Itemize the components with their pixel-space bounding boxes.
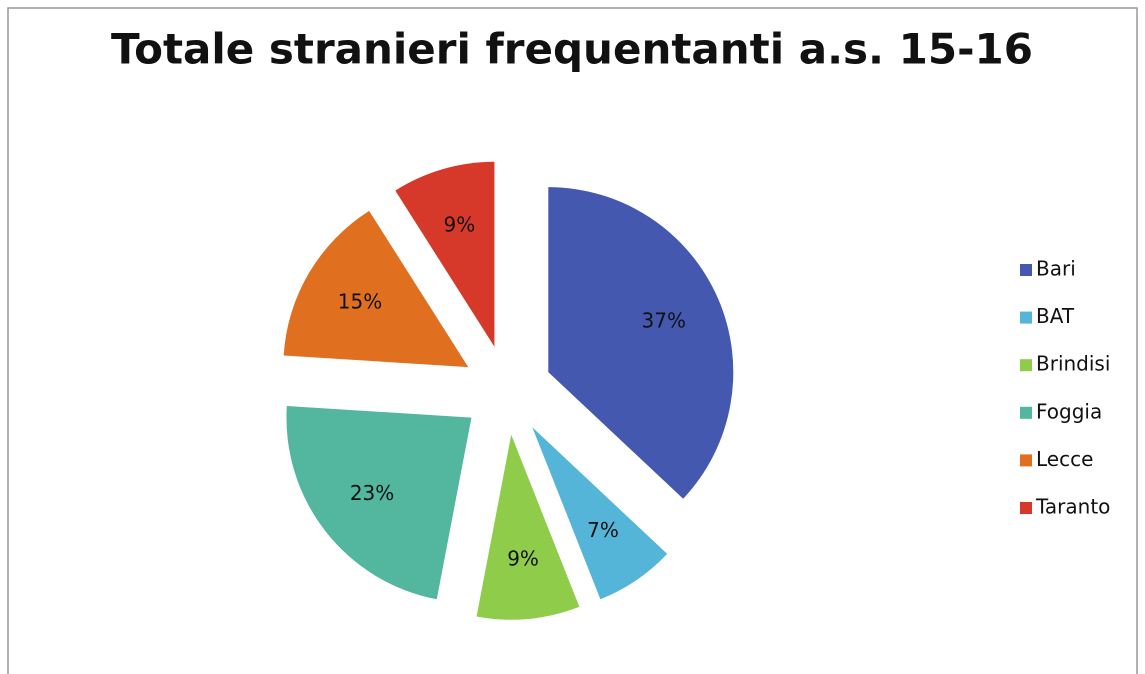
data-label: 23% bbox=[350, 481, 394, 505]
pie-slice bbox=[532, 427, 668, 600]
legend-label: Bari bbox=[1036, 257, 1076, 281]
pie-slice bbox=[476, 434, 580, 620]
legend-label: Foggia bbox=[1036, 399, 1102, 423]
legend-swatch bbox=[1020, 311, 1032, 324]
pie-slice bbox=[548, 187, 734, 499]
legend-label: BAT bbox=[1036, 304, 1075, 328]
legend-label: Lecce bbox=[1036, 447, 1093, 471]
legend-swatch bbox=[1020, 454, 1032, 467]
legend-label: Brindisi bbox=[1036, 352, 1110, 376]
data-label: 37% bbox=[642, 309, 686, 333]
chart-title: Totale stranieri frequentanti a.s. 15-16 bbox=[111, 25, 1033, 74]
data-label: 15% bbox=[338, 290, 382, 314]
legend-swatch bbox=[1020, 359, 1032, 372]
legend-swatch bbox=[1020, 264, 1032, 276]
chart-border bbox=[7, 7, 1138, 674]
legend-swatch bbox=[1020, 502, 1032, 514]
data-label: 9% bbox=[507, 547, 539, 571]
data-label: 7% bbox=[587, 518, 619, 542]
data-label: 9% bbox=[443, 212, 475, 236]
legend-label: Taranto bbox=[1035, 495, 1110, 519]
pie-slice bbox=[283, 210, 469, 368]
pie-slice bbox=[286, 405, 472, 600]
legend-swatch bbox=[1020, 406, 1032, 419]
pie-slice bbox=[395, 161, 495, 347]
